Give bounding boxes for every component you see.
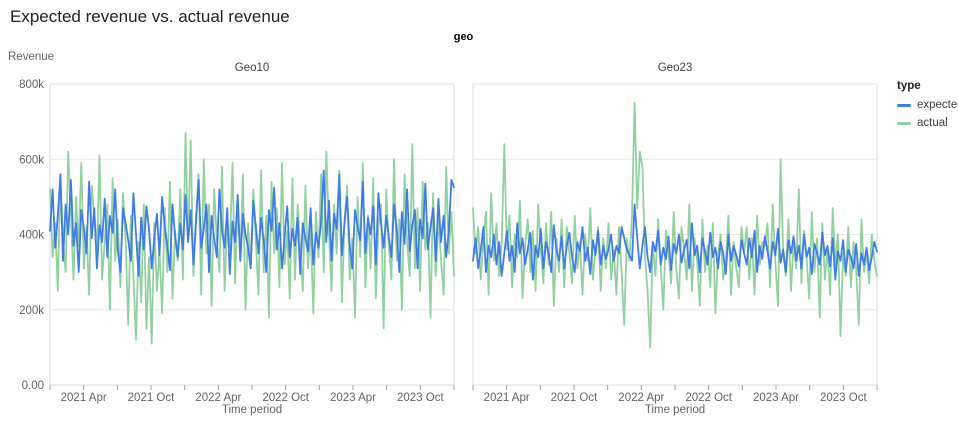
legend: type expected actual <box>897 80 958 135</box>
svg-text:400k: 400k <box>19 230 44 242</box>
legend-label-expected: expected <box>917 99 958 111</box>
facet-field-label: geo <box>453 31 474 43</box>
expected-line-swatch-icon <box>897 103 911 107</box>
svg-text:2022 Apr: 2022 Apr <box>195 392 241 404</box>
svg-text:2023 Oct: 2023 Oct <box>397 392 444 404</box>
legend-item-expected: expected <box>897 99 958 111</box>
legend-title: type <box>897 80 921 92</box>
legend-item-actual: actual <box>897 117 958 129</box>
page-title: Expected revenue vs. actual revenue <box>10 7 290 26</box>
svg-text:2021 Oct: 2021 Oct <box>551 392 598 404</box>
svg-text:2021 Apr: 2021 Apr <box>484 392 530 404</box>
svg-text:2021 Apr: 2021 Apr <box>61 392 107 404</box>
x-axis-title-right: Time period <box>644 404 706 416</box>
svg-text:2022 Oct: 2022 Oct <box>262 392 309 404</box>
y-axis-title: Revenue <box>8 51 55 63</box>
svg-text:600k: 600k <box>19 154 44 166</box>
svg-text:2022 Oct: 2022 Oct <box>685 392 732 404</box>
svg-text:2023 Apr: 2023 Apr <box>753 392 799 404</box>
svg-text:2022 Apr: 2022 Apr <box>618 392 664 404</box>
actual-line-swatch-icon <box>897 121 911 125</box>
facet-title-geo10: Geo10 <box>234 62 270 74</box>
facet-title-geo23: Geo23 <box>657 62 693 74</box>
legend-label-actual: actual <box>917 117 948 129</box>
svg-text:0.00: 0.00 <box>22 380 44 392</box>
svg-text:2023 Oct: 2023 Oct <box>820 392 867 404</box>
x-axis-title-left: Time period <box>221 404 283 416</box>
svg-text:2021 Oct: 2021 Oct <box>128 392 175 404</box>
svg-text:200k: 200k <box>19 305 44 317</box>
svg-text:800k: 800k <box>19 79 44 91</box>
svg-text:2023 Apr: 2023 Apr <box>330 392 376 404</box>
